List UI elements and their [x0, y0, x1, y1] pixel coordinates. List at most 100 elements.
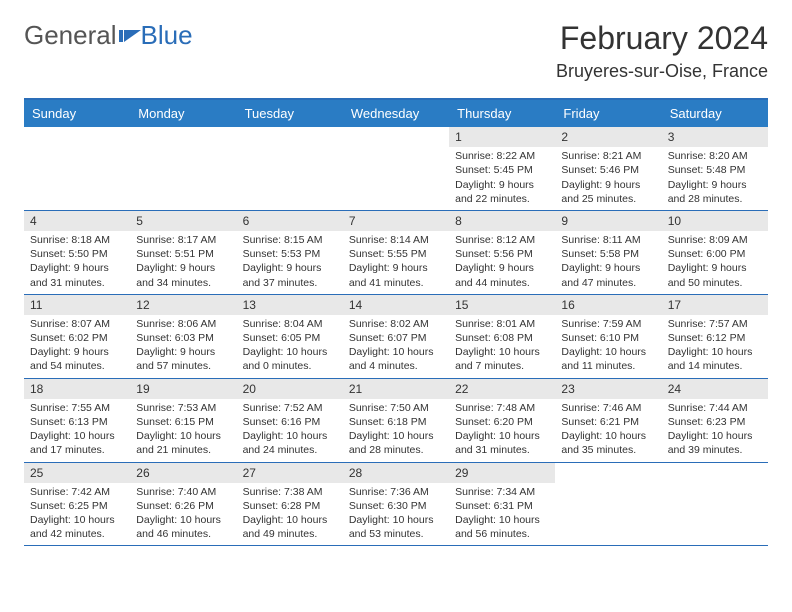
day-cell [130, 127, 236, 210]
day-cell: 20Sunrise: 7:52 AMSunset: 6:16 PMDayligh… [237, 379, 343, 462]
sunset-text: Sunset: 6:26 PM [136, 499, 230, 513]
dl2-text: and 7 minutes. [455, 359, 549, 373]
dl2-text: and 44 minutes. [455, 276, 549, 290]
day-cell: 26Sunrise: 7:40 AMSunset: 6:26 PMDayligh… [130, 463, 236, 546]
day-body: Sunrise: 8:22 AMSunset: 5:45 PMDaylight:… [449, 147, 555, 210]
day-number: 3 [662, 127, 768, 147]
sunrise-text: Sunrise: 7:48 AM [455, 401, 549, 415]
day-cell [343, 127, 449, 210]
sunrise-text: Sunrise: 8:21 AM [561, 149, 655, 163]
sunrise-text: Sunrise: 8:11 AM [561, 233, 655, 247]
dl1-text: Daylight: 10 hours [136, 429, 230, 443]
day-number: 14 [343, 295, 449, 315]
sunset-text: Sunset: 5:48 PM [668, 163, 762, 177]
day-number: 1 [449, 127, 555, 147]
sunrise-text: Sunrise: 8:15 AM [243, 233, 337, 247]
sunset-text: Sunset: 6:03 PM [136, 331, 230, 345]
dl1-text: Daylight: 9 hours [668, 261, 762, 275]
day-cell: 18Sunrise: 7:55 AMSunset: 6:13 PMDayligh… [24, 379, 130, 462]
day-body: Sunrise: 7:53 AMSunset: 6:15 PMDaylight:… [130, 399, 236, 462]
day-headers-row: Sunday Monday Tuesday Wednesday Thursday… [24, 100, 768, 127]
location: Bruyeres-sur-Oise, France [556, 61, 768, 82]
day-cell: 9Sunrise: 8:11 AMSunset: 5:58 PMDaylight… [555, 211, 661, 294]
day-cell: 21Sunrise: 7:50 AMSunset: 6:18 PMDayligh… [343, 379, 449, 462]
dl2-text: and 21 minutes. [136, 443, 230, 457]
sunrise-text: Sunrise: 8:14 AM [349, 233, 443, 247]
dl1-text: Daylight: 9 hours [30, 261, 124, 275]
dl2-text: and 41 minutes. [349, 276, 443, 290]
day-body: Sunrise: 8:09 AMSunset: 6:00 PMDaylight:… [662, 231, 768, 294]
day-cell: 14Sunrise: 8:02 AMSunset: 6:07 PMDayligh… [343, 295, 449, 378]
calendar: Sunday Monday Tuesday Wednesday Thursday… [24, 98, 768, 546]
sunrise-text: Sunrise: 7:52 AM [243, 401, 337, 415]
sunrise-text: Sunrise: 8:01 AM [455, 317, 549, 331]
dl2-text: and 53 minutes. [349, 527, 443, 541]
day-number: 2 [555, 127, 661, 147]
sunset-text: Sunset: 5:46 PM [561, 163, 655, 177]
dl1-text: Daylight: 9 hours [455, 261, 549, 275]
day-cell: 13Sunrise: 8:04 AMSunset: 6:05 PMDayligh… [237, 295, 343, 378]
dl2-text: and 37 minutes. [243, 276, 337, 290]
sunrise-text: Sunrise: 8:09 AM [668, 233, 762, 247]
sunset-text: Sunset: 6:02 PM [30, 331, 124, 345]
sunset-text: Sunset: 6:25 PM [30, 499, 124, 513]
day-number: 22 [449, 379, 555, 399]
day-cell: 8 Sunrise: 8:12 AMSunset: 5:56 PMDaylight… [449, 211, 555, 294]
day-number: 21 [343, 379, 449, 399]
day-cell: 2Sunrise: 8:21 AMSunset: 5:46 PMDaylight… [555, 127, 661, 210]
day-cell: 5Sunrise: 8:17 AMSunset: 5:51 PMDaylight… [130, 211, 236, 294]
sunset-text: Sunset: 6:00 PM [668, 247, 762, 261]
day-body: Sunrise: 8:20 AMSunset: 5:48 PMDaylight:… [662, 147, 768, 210]
day-number: 20 [237, 379, 343, 399]
sunset-text: Sunset: 6:07 PM [349, 331, 443, 345]
sunrise-text: Sunrise: 8:17 AM [136, 233, 230, 247]
sunrise-text: Sunrise: 8:04 AM [243, 317, 337, 331]
dl2-text: and 28 minutes. [668, 192, 762, 206]
dl2-text: and 47 minutes. [561, 276, 655, 290]
day-body: Sunrise: 8:18 AMSunset: 5:50 PMDaylight:… [24, 231, 130, 294]
sunrise-text: Sunrise: 7:57 AM [668, 317, 762, 331]
weeks-container: 1Sunrise: 8:22 AMSunset: 5:45 PMDaylight… [24, 127, 768, 546]
day-body: Sunrise: 8:17 AMSunset: 5:51 PMDaylight:… [130, 231, 236, 294]
week-row: 18Sunrise: 7:55 AMSunset: 6:13 PMDayligh… [24, 379, 768, 463]
day-cell: 7Sunrise: 8:14 AMSunset: 5:55 PMDaylight… [343, 211, 449, 294]
day-cell [24, 127, 130, 210]
day-number: 6 [237, 211, 343, 231]
day-number: 8 [449, 211, 555, 231]
sunset-text: Sunset: 5:51 PM [136, 247, 230, 261]
sunrise-text: Sunrise: 7:42 AM [30, 485, 124, 499]
day-cell: 27Sunrise: 7:38 AMSunset: 6:28 PMDayligh… [237, 463, 343, 546]
dl2-text: and 11 minutes. [561, 359, 655, 373]
day-body: Sunrise: 8:06 AMSunset: 6:03 PMDaylight:… [130, 315, 236, 378]
week-row: 4Sunrise: 8:18 AMSunset: 5:50 PMDaylight… [24, 211, 768, 295]
day-header: Sunday [24, 100, 130, 127]
day-number: 17 [662, 295, 768, 315]
dl2-text: and 35 minutes. [561, 443, 655, 457]
day-body: Sunrise: 7:48 AMSunset: 6:20 PMDaylight:… [449, 399, 555, 462]
dl2-text: and 22 minutes. [455, 192, 549, 206]
day-body: Sunrise: 8:11 AMSunset: 5:58 PMDaylight:… [555, 231, 661, 294]
dl1-text: Daylight: 10 hours [243, 345, 337, 359]
day-body: Sunrise: 7:40 AMSunset: 6:26 PMDaylight:… [130, 483, 236, 546]
sunrise-text: Sunrise: 7:34 AM [455, 485, 549, 499]
dl1-text: Daylight: 9 hours [455, 178, 549, 192]
sunset-text: Sunset: 5:56 PM [455, 247, 549, 261]
day-number: 13 [237, 295, 343, 315]
day-cell: 23Sunrise: 7:46 AMSunset: 6:21 PMDayligh… [555, 379, 661, 462]
dl2-text: and 4 minutes. [349, 359, 443, 373]
day-body: Sunrise: 8:02 AMSunset: 6:07 PMDaylight:… [343, 315, 449, 378]
sunrise-text: Sunrise: 8:12 AM [455, 233, 549, 247]
day-body: Sunrise: 8:15 AMSunset: 5:53 PMDaylight:… [237, 231, 343, 294]
day-number: 10 [662, 211, 768, 231]
dl2-text: and 39 minutes. [668, 443, 762, 457]
day-cell: 15Sunrise: 8:01 AMSunset: 6:08 PMDayligh… [449, 295, 555, 378]
day-number: 28 [343, 463, 449, 483]
dl1-text: Daylight: 9 hours [30, 345, 124, 359]
sunrise-text: Sunrise: 7:55 AM [30, 401, 124, 415]
day-header: Tuesday [237, 100, 343, 127]
dl2-text: and 31 minutes. [30, 276, 124, 290]
day-number: 11 [24, 295, 130, 315]
sunrise-text: Sunrise: 7:40 AM [136, 485, 230, 499]
week-row: 1Sunrise: 8:22 AMSunset: 5:45 PMDaylight… [24, 127, 768, 211]
dl2-text: and 50 minutes. [668, 276, 762, 290]
